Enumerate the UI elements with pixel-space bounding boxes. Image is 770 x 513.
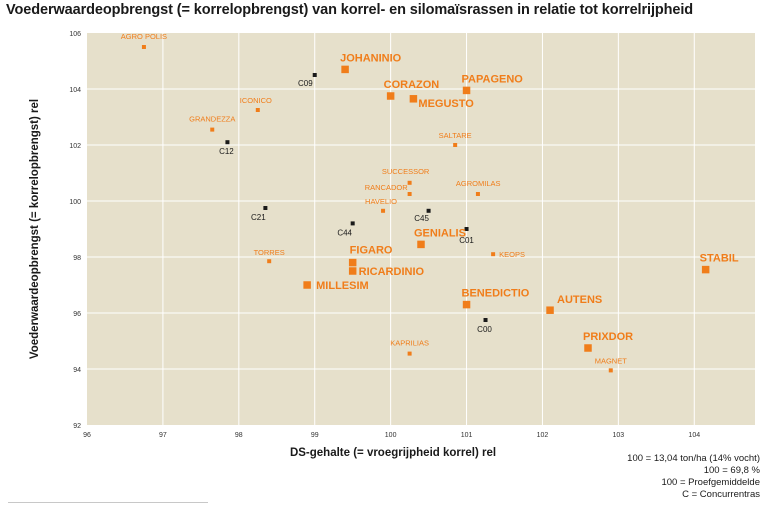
- point-keops: [491, 252, 496, 257]
- note-line: 100 = 13,04 ton/ha (14% vocht): [627, 453, 760, 464]
- x-axis-label: DS-gehalte (= vroegrijpheid korrel) rel: [290, 447, 496, 459]
- point-label: MAGNET: [595, 356, 628, 365]
- x-tick-label: 100: [385, 432, 397, 439]
- point-c45: [426, 208, 431, 213]
- point-agro-polis: [141, 45, 146, 49]
- y-tick-label: 100: [69, 199, 81, 206]
- y-tick-label: 98: [73, 255, 81, 262]
- point-label: STABIL: [700, 253, 739, 265]
- x-tick-label: 99: [311, 432, 319, 439]
- axis-ticks: 96 97 98 99 100 101 102 103 104 92 94 96 98 100 102 104…: [69, 31, 700, 439]
- point-kaprilias: [407, 351, 412, 356]
- y-tick-label: 96: [73, 311, 81, 318]
- chart-title: Voederwaardeopbrengst (= korrelopbrengst…: [6, 2, 694, 18]
- x-tick-label: 103: [613, 432, 625, 439]
- y-tick-label: 104: [69, 87, 81, 94]
- point-saltare: [453, 143, 458, 147]
- point-label: RANCADOR: [365, 183, 409, 192]
- point-label: ICONICO: [240, 96, 272, 105]
- y-axis-label: Voederwaardeopbrengst (= korrelopbrengst…: [29, 99, 41, 359]
- point-autens: [546, 306, 554, 314]
- point-label: SALTARE: [439, 131, 472, 140]
- point-label: GENIALIS: [414, 227, 466, 239]
- y-tick-label: 94: [73, 367, 81, 374]
- x-tick-label: 101: [461, 432, 473, 439]
- point-iconico: [255, 108, 260, 112]
- y-tick-label: 102: [69, 143, 81, 150]
- point-label: C45: [414, 214, 429, 223]
- point-c09: [312, 73, 317, 77]
- point-label: AUTENS: [557, 294, 602, 306]
- x-tick-label: 102: [537, 432, 549, 439]
- point-papageno: [462, 86, 471, 95]
- point-millesim: [303, 281, 311, 289]
- note-line: 100 = Proefgemiddelde: [661, 477, 760, 488]
- plot-background: [87, 33, 755, 425]
- point-genialis: [417, 240, 425, 249]
- point-label: CORAZON: [384, 79, 440, 91]
- point-label: GRANDEZZA: [189, 115, 235, 124]
- point-ricardinio: [348, 267, 357, 275]
- point-label: HAVELIO: [365, 197, 397, 206]
- y-tick-label: 92: [73, 423, 81, 430]
- y-tick-label: 106: [69, 31, 81, 38]
- point-label: C44: [337, 228, 352, 237]
- point-successor: [407, 180, 412, 185]
- point-labels: AGRO POLIS C09 JOHANINIO CORAZON MEGUSTO PAPA…: [121, 32, 739, 365]
- point-rancador: [407, 192, 412, 196]
- point-label: MEGUSTO: [418, 98, 474, 110]
- point-torres: [267, 259, 272, 264]
- point-label: JOHANINIO: [340, 52, 402, 64]
- point-label: C01: [459, 236, 474, 245]
- point-c21: [263, 206, 268, 210]
- point-label: SUCCESSOR: [382, 167, 430, 176]
- point-grandezza: [210, 127, 215, 132]
- point-label: AGRO POLIS: [121, 32, 167, 41]
- point-label: TORRES: [254, 248, 285, 257]
- point-label: C00: [477, 325, 492, 334]
- x-tick-label: 98: [235, 432, 243, 439]
- point-label: KEOPS: [499, 250, 525, 259]
- legend-notes: 100 = 13,04 ton/ha (14% vocht) 100 = 69,…: [627, 453, 760, 501]
- point-johaninio: [341, 65, 349, 74]
- point-agromilas: [475, 192, 480, 196]
- data-points: [141, 45, 710, 373]
- point-figaro: [348, 258, 357, 267]
- point-label: PRIXDOR: [583, 331, 633, 343]
- x-tick-label: 104: [688, 432, 700, 439]
- point-label: KAPRILIAS: [390, 339, 429, 348]
- x-tick-label: 96: [83, 432, 91, 439]
- point-c01: [464, 227, 469, 231]
- x-tick-label: 97: [159, 432, 167, 439]
- note-line: C = Concurrentras: [682, 489, 760, 500]
- point-magnet: [608, 368, 613, 373]
- source-divider: [8, 502, 208, 503]
- point-label: C21: [251, 213, 266, 222]
- point-benedictio: [462, 300, 471, 309]
- point-stabil: [701, 265, 710, 274]
- point-label: PAPAGENO: [462, 73, 524, 85]
- point-c12: [225, 140, 230, 145]
- point-label: FIGARO: [350, 245, 393, 257]
- point-label: C09: [298, 79, 313, 88]
- point-corazon: [386, 92, 395, 100]
- point-prixdor: [584, 344, 592, 352]
- point-c44: [350, 221, 355, 226]
- note-line: 100 = 69,8 %: [703, 465, 760, 476]
- point-havelio: [381, 208, 386, 213]
- grid-lines: [87, 33, 755, 425]
- point-label: AGROMILAS: [456, 179, 501, 188]
- point-label: C12: [219, 147, 234, 156]
- point-c00: [483, 318, 488, 322]
- point-label: RICARDINIO: [359, 266, 425, 278]
- point-label: MILLESIM: [316, 280, 369, 292]
- point-megusto: [409, 95, 418, 103]
- point-label: BENEDICTIO: [462, 288, 530, 300]
